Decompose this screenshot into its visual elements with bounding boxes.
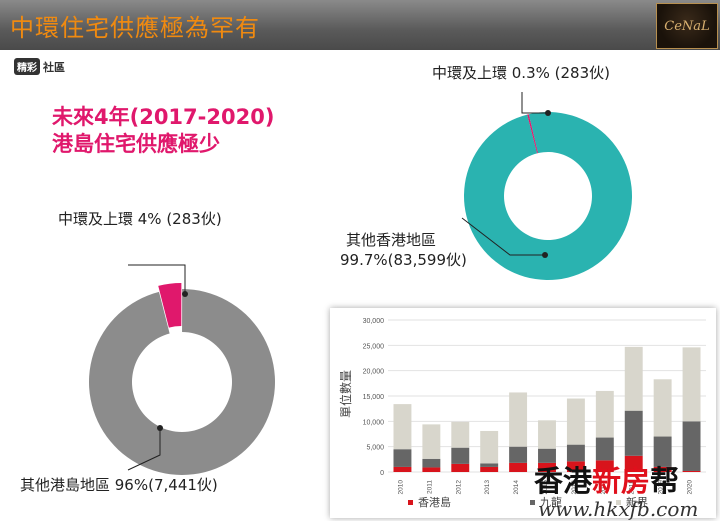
- watermark-url: www.hkxfb.com: [538, 497, 699, 521]
- donut-island-central-leader: [128, 264, 186, 294]
- y-tick-label: 25,000: [363, 343, 385, 350]
- donut-hk-other-label-line2: 99.7%(83,599伙): [340, 251, 467, 269]
- donut-island-other-label: 其他港島地區 96%(7,441伙): [20, 476, 218, 494]
- bar-segment: [422, 458, 441, 468]
- donut-hk-other-slice: [464, 111, 633, 280]
- x-tick-label: 2020: [687, 480, 694, 495]
- bar-segment: [653, 466, 672, 472]
- x-tick-label: 2012: [455, 480, 462, 495]
- bar-segment: [653, 436, 672, 467]
- bar-segment: [682, 470, 701, 472]
- bar-segment: [653, 379, 672, 437]
- watermark-part1: 香港: [534, 464, 593, 498]
- y-tick-label: 15,000: [363, 394, 385, 401]
- bar-segment: [566, 444, 585, 462]
- y-tick-label: 30,000: [363, 318, 385, 325]
- x-tick-label: 2014: [513, 480, 520, 495]
- donut-island-central-dot: [182, 291, 188, 297]
- y-tick-label: 20,000: [363, 369, 385, 376]
- legend-swatch: [408, 500, 413, 505]
- bar-segment: [682, 421, 701, 471]
- donut-hk-central-slice: [527, 114, 538, 154]
- headline: 未來4年(2017-2020) 港島住宅供應極少: [52, 104, 274, 158]
- donut-island-central-slice: [158, 283, 182, 328]
- legend-swatch: [616, 500, 621, 505]
- bar-segment: [682, 347, 701, 422]
- bar-segment: [422, 424, 441, 459]
- bar-segment: [509, 392, 528, 447]
- bar-segment: [538, 420, 556, 449]
- brand-logo: CeNaL: [656, 3, 718, 49]
- bar-segment: [451, 421, 470, 448]
- donut-hk-central-dot: [545, 110, 551, 116]
- donut-hk-other-leader: [461, 217, 545, 256]
- x-tick-label: 2011: [426, 480, 433, 494]
- y-axis-label: 單位數量: [338, 370, 353, 418]
- community-logo: 精彩 社區: [14, 58, 65, 75]
- x-tick-label: 2019: [658, 480, 665, 495]
- bar-segment: [566, 398, 585, 445]
- donut-hk-other-label-line1: 其他香港地區: [346, 231, 437, 249]
- legend-label: 九龍: [540, 495, 562, 509]
- legend-swatch: [530, 500, 535, 505]
- watermark-part2: 新房: [592, 464, 651, 498]
- bar-segment: [393, 466, 412, 472]
- bar-segment: [595, 390, 614, 438]
- bar-segment: [393, 404, 412, 450]
- bar-segment: [509, 462, 528, 472]
- bar-segment: [422, 467, 441, 472]
- bar-segment: [393, 449, 412, 467]
- page-title: 中環住宅供應極為罕有: [10, 14, 260, 42]
- bar-segment: [566, 461, 585, 472]
- bar-segment: [451, 463, 470, 472]
- donut-island-other-leader: [127, 428, 161, 471]
- donut-island-central-label: 中環及上環 4% (283伙): [58, 210, 222, 228]
- bar-segment: [451, 447, 470, 464]
- headline-line2: 港島住宅供應極少: [52, 132, 220, 156]
- legend-label: 新界: [626, 495, 648, 509]
- bar-segment: [509, 446, 528, 463]
- community-logo-text: 社區: [43, 61, 65, 74]
- bar-segment: [595, 437, 614, 461]
- y-tick-label: 5,000: [366, 445, 384, 452]
- bar-segment: [480, 430, 499, 464]
- community-logo-brush: 精彩: [14, 58, 40, 75]
- x-tick-label: 2017: [600, 480, 607, 495]
- header-bar: 中環住宅供應極為罕有 CeNaL: [0, 0, 720, 50]
- bar-segment: [624, 346, 643, 411]
- y-tick-label: 10,000: [363, 419, 385, 426]
- bar-segment: [538, 462, 556, 472]
- x-tick-label: 2013: [484, 480, 491, 495]
- x-tick-label: 2015: [542, 480, 549, 495]
- legend-label: 香港島: [418, 495, 451, 509]
- x-tick-label: 2018: [629, 480, 636, 495]
- headline-line1: 未來4年(2017-2020): [52, 105, 275, 129]
- x-tick-label: 2010: [397, 480, 404, 495]
- bar-segment: [480, 463, 499, 467]
- brand-logo-text: CeNaL: [664, 18, 710, 34]
- donut-hk-other-dot: [542, 252, 548, 258]
- y-tick-label: 0: [380, 470, 384, 477]
- donut-island-other-dot: [157, 425, 163, 431]
- bar-segment: [624, 455, 643, 472]
- donut-hk-central-label: 中環及上環 0.3% (283伙): [432, 64, 610, 82]
- bar-segment: [480, 466, 499, 472]
- watermark-title: 香港新房帮: [534, 458, 679, 500]
- watermark-part3: 帮: [650, 464, 680, 498]
- bar-segment: [538, 448, 556, 463]
- supply-bar-chart-panel: 0 5,000 10,000 15,000 20,000 25,000 30,000 單位數量…: [330, 308, 716, 518]
- supply-bar-chart: 0 5,000 10,000 15,000 20,000 25,000 30,000 單位數量…: [338, 318, 706, 509]
- bar-segment: [595, 460, 614, 472]
- donut-hk-central-leader: [521, 92, 548, 114]
- x-tick-label: 2016: [571, 480, 578, 495]
- donut-island-other-slice: [88, 289, 275, 475]
- bar-segment: [624, 410, 643, 456]
